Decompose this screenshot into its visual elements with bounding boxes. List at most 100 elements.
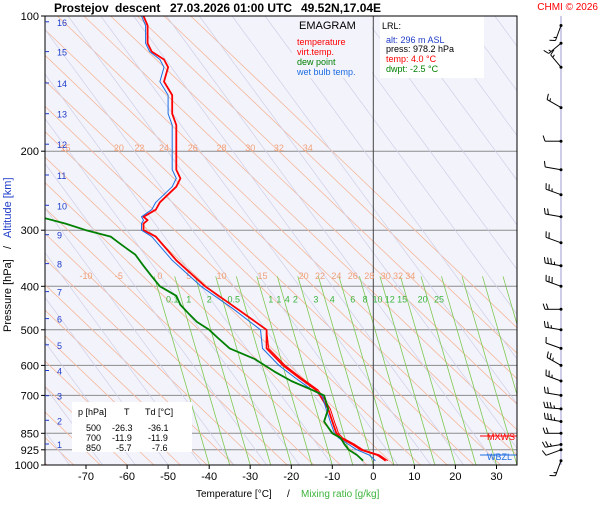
pressure-tick-label: 400 <box>21 281 39 293</box>
lrl-dwpt: dwpt: -2.5 °C <box>386 64 439 74</box>
x-tick-label: -70 <box>78 471 94 483</box>
moist-adiabat-label: 0 <box>157 271 162 281</box>
mixing-ratio-label: 8 <box>363 295 368 305</box>
y-axis-title: Pressure [hPa] <box>2 259 14 332</box>
dry-adiabat-label: 26 <box>188 143 198 153</box>
moist-adiabat-label: 26 <box>348 271 358 281</box>
x-tick-label: -60 <box>119 471 135 483</box>
mixing-ratio-label: 12 <box>385 295 395 305</box>
table-row-700-p: 700 <box>86 433 101 443</box>
x-axis-title-2: Mixing ratio [g/kg] <box>301 489 380 500</box>
altitude-tick-label: 15 <box>57 48 67 58</box>
dry-adiabat-label: 30 <box>245 143 255 153</box>
table-row-500-td: -36.1 <box>148 423 169 433</box>
pressure-tick-label: 850 <box>21 428 39 440</box>
altitude-tick-label: 9 <box>57 231 62 241</box>
altitude-tick-label: 8 <box>57 260 62 270</box>
dry-adiabat-label: 20 <box>114 143 124 153</box>
moist-adiabat-label: 22 <box>315 271 325 281</box>
pressure-tick-label: 700 <box>21 390 39 402</box>
dry-adiabat-label: 32 <box>274 143 284 153</box>
x-axis-separator: / <box>287 489 290 500</box>
moist-adiabat-label: -10 <box>79 271 92 281</box>
pressure-tick-label: 925 <box>21 445 39 457</box>
legend-wet-bulb: wet bulb temp. <box>296 67 356 77</box>
table-row-500-p: 500 <box>86 423 101 433</box>
pressure-tick-label: 600 <box>21 360 39 372</box>
y-axis-title-2: Altitude [km] <box>2 177 14 238</box>
x-tick-label: 30 <box>490 471 502 483</box>
moist-adiabat-label: 10 <box>216 271 226 281</box>
table-row-500-t: -26.3 <box>112 423 133 433</box>
table-header-td: Td [°C] <box>145 407 173 417</box>
x-tick-label: -20 <box>283 471 299 483</box>
table-row-850-p: 850 <box>86 443 101 453</box>
lrl-temp: temp: 4.0 °C <box>386 54 437 64</box>
dry-adiabat-label: 28 <box>216 143 226 153</box>
x-tick-label: -40 <box>201 471 217 483</box>
legend: EMAGRAM temperature virt.temp. dew point… <box>292 16 372 78</box>
mixing-ratio-label: 1 <box>276 295 281 305</box>
table-row-700-td: -11.9 <box>148 433 168 443</box>
table-row-700-t: -11.9 <box>112 433 132 443</box>
altitude-tick-label: 6 <box>57 315 62 325</box>
mixing-ratio-label: 20 <box>418 295 428 305</box>
header-station: Prostejov <box>54 1 109 15</box>
mixing-ratio-label: 2 <box>293 295 298 305</box>
altitude-tick-label: 13 <box>57 110 67 120</box>
legend-temperature: temperature <box>297 37 346 47</box>
copyright: CHMI © 2026 <box>537 2 598 13</box>
moist-adiabat-label: 20 <box>299 271 309 281</box>
x-tick-label: -50 <box>160 471 176 483</box>
wbzl-label: WBZL <box>487 452 512 462</box>
header-coords: 49.52N,17.04E <box>301 1 381 15</box>
x-tick-label: 10 <box>408 471 420 483</box>
table-row-850-t: -5.7 <box>116 443 132 453</box>
lrl-title: LRL: <box>382 21 401 31</box>
altitude-tick-label: 5 <box>57 341 62 351</box>
mixing-ratio-label: 1 <box>268 295 273 305</box>
wind-barb-half-flag <box>550 98 551 101</box>
lrl-box: LRL: alt: 296 m ASL press: 978.2 hPa tem… <box>380 16 484 78</box>
legend-virt-temp: virt.temp. <box>297 47 334 57</box>
x-tick-label: -30 <box>242 471 258 483</box>
pressure-tick-label: 300 <box>21 225 39 237</box>
altitude-tick-label: 4 <box>57 367 62 377</box>
mixing-ratio-label: 1 <box>186 295 191 305</box>
table-header-t: T <box>124 407 130 417</box>
mixing-ratio-label: 25 <box>434 295 444 305</box>
x-tick-label: 20 <box>449 471 461 483</box>
dry-adiabat-label: 34 <box>303 143 313 153</box>
altitude-tick-label: 1 <box>57 440 62 450</box>
altitude-tick-label: 11 <box>57 171 66 181</box>
pressure-tick-label: 200 <box>21 146 39 158</box>
header-flight: descent <box>115 1 160 15</box>
x-tick-label: -10 <box>324 471 340 483</box>
mixing-ratio-label: 3 <box>313 295 318 305</box>
dry-adiabat-label: 22 <box>134 143 144 153</box>
mixing-ratio-label: 2 <box>207 295 212 305</box>
moist-adiabat-label: 28 <box>364 271 374 281</box>
mixing-ratio-label: 15 <box>397 295 407 305</box>
moist-adiabat-label: 24 <box>331 271 341 281</box>
altitude-tick-label: 12 <box>57 140 67 150</box>
table-header-p: p [hPa] <box>78 407 107 417</box>
moist-adiabat-label: -5 <box>115 271 123 281</box>
legend-title: EMAGRAM <box>299 20 356 32</box>
table-row-850-td: -7.6 <box>152 443 168 453</box>
pressure-tick-label: 100 <box>21 11 39 23</box>
altitude-tick-label: 10 <box>57 201 67 211</box>
altitude-tick-label: 16 <box>57 18 67 28</box>
moist-adiabat-label: 32 <box>393 271 403 281</box>
altitude-tick-label: 2 <box>57 416 62 426</box>
header-datetime: 27.03.2026 01:00 UTC <box>170 1 292 15</box>
wind-barb-half-flag <box>553 358 554 361</box>
mixing-ratio-label: 10 <box>372 295 382 305</box>
pressure-tick-label: 1000 <box>15 460 39 472</box>
pressure-tick-label: 500 <box>21 325 39 337</box>
legend-dew-point: dew point <box>297 57 336 67</box>
altitude-tick-label: 7 <box>57 288 62 298</box>
mixing-ratio-label: 4 <box>285 295 290 305</box>
